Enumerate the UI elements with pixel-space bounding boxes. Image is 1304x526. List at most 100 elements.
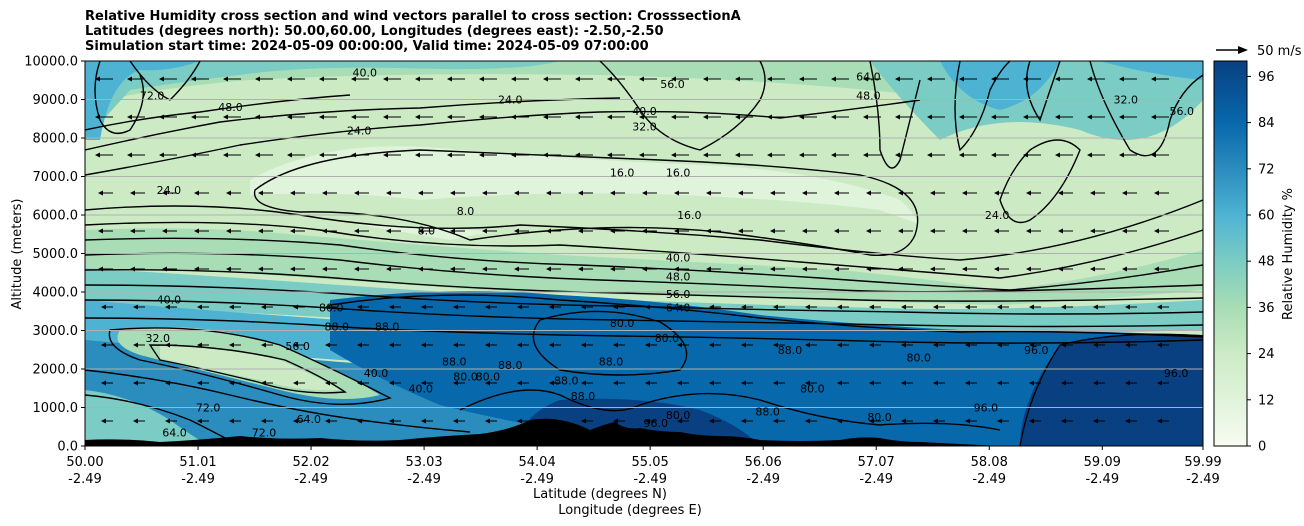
wind-arrowhead [1026,190,1031,196]
wind-arrowhead [965,304,970,310]
wind-arrowhead [165,380,170,386]
wind-arrowhead [581,304,586,310]
wind-arrowhead [901,380,906,386]
contour-label: 48.0 [666,271,691,284]
wind-arrowhead [194,228,199,234]
x-tick-label-lat: 53.03 [405,455,442,470]
contour-label: 24.0 [498,94,523,107]
wind-arrowhead [703,152,708,158]
wind-arrowhead [453,380,458,386]
wind-arrowhead [482,266,487,272]
contour-label: 40.0 [666,251,691,264]
wind-arrowhead [223,76,228,82]
wind-arrowhead [706,266,711,272]
wind-arrowhead [357,380,362,386]
wind-arrowhead [1157,342,1162,348]
wind-arrowhead [226,190,231,196]
wind-arrowhead [901,418,906,424]
x-tick-label-lat: 55.05 [632,455,669,470]
wind-arrowhead [930,190,935,196]
wind-arrowhead [287,114,292,120]
wind-arrowhead [389,418,394,424]
wind-arrowhead [287,152,292,158]
wind-arrowhead [229,342,234,348]
wind-arrowhead [930,228,935,234]
contour-label: 80.0 [453,371,478,384]
wind-arrowhead [805,342,810,348]
wind-arrowhead [1119,76,1124,82]
wind-arrowhead [351,152,356,158]
wind-arrowhead [1093,304,1098,310]
wind-arrowhead [1125,342,1130,348]
contour-label: 96.0 [1164,367,1189,380]
wind-arrowhead [421,380,426,386]
wind-arrowhead [517,342,522,348]
wind-arrowhead [805,304,810,310]
wind-arrowhead [703,76,708,82]
wind-arrowhead [389,380,394,386]
wind-arrowhead [421,342,426,348]
wind-arrowhead [866,228,871,234]
wind-arrowhead [127,114,132,120]
wind-arrowhead [229,304,234,310]
contour-label: 40.0 [632,105,657,118]
contour-label: 48.0 [856,90,881,103]
wind-arrowhead [386,266,391,272]
wind-arrowhead [517,380,522,386]
x-tick-label-lat: 51.01 [179,455,216,470]
contour-label: 24.0 [157,184,182,197]
wind-arrowhead [770,228,775,234]
wind-arrowhead [991,76,996,82]
wind-arrowhead [1122,228,1127,234]
contour-label: 40.0 [364,367,389,380]
wind-arrowhead [1055,152,1060,158]
wind-arrowhead [511,152,516,158]
colorbar-tick-label: 0 [1258,440,1266,455]
wind-arrowhead [127,152,132,158]
wind-arrowhead [325,342,330,348]
title-line-1: Relative Humidity cross section and wind… [85,9,741,24]
wind-arrowhead [133,418,138,424]
contour-label: 88.0 [599,355,624,368]
x-tick-label-lat: 52.02 [292,455,329,470]
contour-label: 88.0 [442,355,467,368]
wind-arrowhead [709,342,714,348]
wind-arrowhead [773,342,778,348]
wind-arrowhead [127,76,132,82]
contour-label: 16.0 [666,167,691,180]
x-axis: 50.00 -2.49 51.01 -2.49 52.02 -2.49 53.03 -2.49… [66,446,1222,487]
contour-label: 80.0 [655,332,680,345]
wind-arrowhead [351,114,356,120]
wind-arrowhead [226,228,231,234]
x-tick-label-lat: 59.09 [1084,455,1121,470]
wind-arrowhead [863,152,868,158]
wind-arrowhead [837,380,842,386]
wind-arrowhead [965,342,970,348]
wind-arrowhead [325,380,330,386]
wind-arrowhead [895,76,900,82]
y-tick-label: 3000.0 [33,324,79,339]
wind-arrowhead [319,114,324,120]
wind-arrowhead [741,418,746,424]
contour-label: 88.0 [325,321,350,334]
wind-arrowhead [226,266,231,272]
wind-arrowhead [866,190,871,196]
wind-arrowhead [1061,418,1066,424]
wind-arrowhead [1151,114,1156,120]
wind-arrowhead [1058,266,1063,272]
wind-arrowhead [383,152,388,158]
chart-title: Relative Humidity cross section and wind… [85,9,741,54]
wind-arrowhead [805,418,810,424]
wind-arrowhead [229,418,234,424]
wind-arrowhead [1093,342,1098,348]
wind-arrowhead [1157,304,1162,310]
wind-arrowhead [101,342,106,348]
wind-arrowhead [991,114,996,120]
contour-label: 16.0 [610,167,635,180]
wind-arrowhead [101,304,106,310]
wind-arrowhead [997,380,1002,386]
wind-arrowhead [549,418,554,424]
contour-label: 88.0 [554,375,579,388]
contour-label: 40.0 [408,382,433,395]
contour-label: 80.0 [867,411,892,424]
